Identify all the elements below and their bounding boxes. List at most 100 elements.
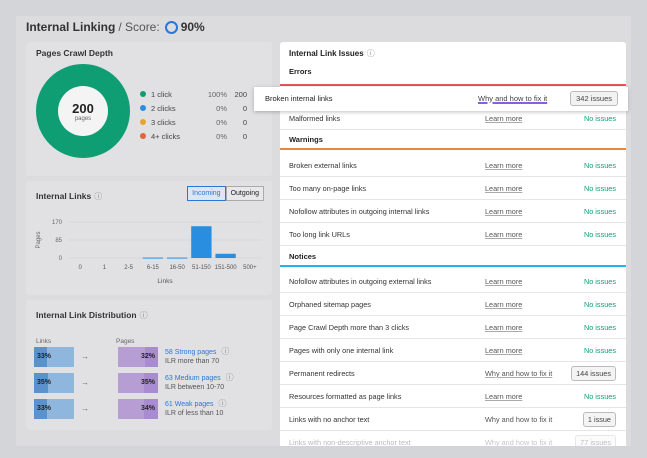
issue-name: Page Crawl Depth more than 3 clicks xyxy=(289,323,410,332)
links-direction-toggle: Incoming Outgoing xyxy=(187,186,264,201)
distribution-title: Internal Link Distribution ⓘ xyxy=(36,310,148,321)
legend-pct: 0% xyxy=(216,131,227,141)
issue-row[interactable]: Broken external links Learn more No issu… xyxy=(280,154,626,177)
internal-links-title: Internal Links ⓘ xyxy=(36,191,102,202)
links-share-fill xyxy=(34,373,48,393)
issue-row[interactable]: Too many on-page links Learn more No iss… xyxy=(280,177,626,200)
links-share-fill xyxy=(34,347,48,367)
issue-count-badge[interactable]: 342 issues xyxy=(570,91,618,106)
issue-row[interactable]: Pages with only one internal link Learn … xyxy=(280,339,626,362)
legend-row[interactable]: 2 clicks 0% 0 xyxy=(140,101,247,115)
info-icon[interactable]: ⓘ xyxy=(366,49,375,58)
distribution-row[interactable]: 35% → 35% 63 Medium pages ⓘ ILR between … xyxy=(34,373,274,393)
legend-count: 0 xyxy=(242,131,247,141)
issue-status: No issues xyxy=(583,392,616,401)
legend-row[interactable]: 4+ clicks 0% 0 xyxy=(140,129,247,143)
arrow-right-icon: → xyxy=(81,378,89,387)
learn-more-link[interactable]: Learn more xyxy=(485,184,523,193)
outgoing-toggle-button[interactable]: Outgoing xyxy=(225,186,264,201)
pages-share-bar: 32% xyxy=(118,347,158,367)
bar xyxy=(166,257,188,259)
ilr-description: ILR between 10-70 xyxy=(165,384,225,391)
issue-count-badge[interactable]: 144 issues xyxy=(571,366,616,381)
issue-row[interactable]: Malformed links Learn more No issues xyxy=(280,107,626,130)
legend-count: 0 xyxy=(242,117,247,127)
issue-name: Nofollow attributes in outgoing internal… xyxy=(289,207,430,216)
y-tick-label: 170 xyxy=(52,220,63,226)
links-share-value: 33% xyxy=(37,405,52,412)
legend-count: 200 xyxy=(234,89,247,99)
issue-row[interactable]: Links with non-descriptive anchor text W… xyxy=(280,431,626,446)
issue-status: No issues xyxy=(583,161,616,170)
fix-it-link[interactable]: Why and how to fix it xyxy=(485,369,553,378)
y-tick-label: 0 xyxy=(59,256,63,262)
learn-more-link[interactable]: Learn more xyxy=(485,114,523,123)
pages-share-fill xyxy=(144,399,158,419)
x-tick-label: 0 xyxy=(78,265,82,271)
incoming-toggle-button[interactable]: Incoming xyxy=(187,186,226,201)
internal-links-chart: 170 85 0 Pages 0 1 2-5 6-15 16-50 51-150 151-500 50… xyxy=(36,220,262,285)
issue-count-badge[interactable]: 77 issues xyxy=(575,435,616,446)
learn-more-link[interactable]: Learn more xyxy=(485,346,523,355)
notices-label: Notices xyxy=(289,252,317,261)
links-share-bar: 33% xyxy=(34,399,74,419)
issue-status: No issues xyxy=(583,277,616,286)
donut-center: 200 pages xyxy=(58,86,108,136)
info-icon[interactable]: ⓘ xyxy=(94,192,103,201)
learn-more-link[interactable]: Learn more xyxy=(485,300,523,309)
internal-links-title-text: Internal Links xyxy=(36,191,92,201)
issue-row[interactable]: Nofollow attributes in outgoing internal… xyxy=(280,200,626,223)
highlighted-issue-row[interactable]: Broken internal links Why and how to fix… xyxy=(254,87,628,111)
issue-row[interactable]: Permanent redirects Why and how to fix i… xyxy=(280,362,626,385)
issue-row[interactable]: Orphaned sitemap pages Learn more No iss… xyxy=(280,293,626,316)
issue-row[interactable]: Resources formatted as page links Learn … xyxy=(280,385,626,408)
legend-dot-icon xyxy=(140,119,146,125)
issue-count-badge[interactable]: 1 issue xyxy=(582,412,616,427)
links-share-bar: 35% xyxy=(34,373,74,393)
links-share-value: 33% xyxy=(37,353,52,360)
arrow-right-icon: → xyxy=(81,352,89,361)
pages-share-bar: 35% xyxy=(118,373,158,393)
issue-row[interactable]: Too long link URLs Learn more No issues xyxy=(280,223,626,246)
learn-more-link[interactable]: Learn more xyxy=(485,230,523,239)
fix-it-link[interactable]: Why and how to fix it xyxy=(478,94,548,103)
issue-row[interactable]: Links with no anchor text Why and how to… xyxy=(280,408,626,431)
issue-row[interactable]: Nofollow attributes in outgoing external… xyxy=(280,270,626,293)
info-icon[interactable]: ⓘ xyxy=(218,399,227,408)
links-share-value: 35% xyxy=(37,379,52,386)
pages-share-value: 32% xyxy=(140,353,155,360)
crawl-depth-title: Pages Crawl Depth xyxy=(36,48,113,58)
info-icon[interactable]: ⓘ xyxy=(139,311,148,320)
score-value: 90% xyxy=(180,20,205,34)
crawl-depth-legend: 1 click 100% 200 2 clicks 0% 0 3 clicks … xyxy=(140,87,247,143)
issue-name: Links with non-descriptive anchor text xyxy=(289,438,411,446)
learn-more-link[interactable]: Learn more xyxy=(485,277,523,286)
page-title: Internal Linking / Score: 90% xyxy=(26,20,205,34)
learn-more-link[interactable]: Learn more xyxy=(485,207,523,216)
x-tick-label: 51-150 xyxy=(192,265,211,271)
legend-row[interactable]: 3 clicks 0% 0 xyxy=(140,115,247,129)
fix-it-link[interactable]: Why and how to fix it xyxy=(485,415,553,424)
legend-row[interactable]: 1 click 100% 200 xyxy=(140,87,247,101)
ilr-description: ILR of less than 10 xyxy=(165,410,224,417)
legend-dot-icon xyxy=(140,91,146,97)
distribution-row[interactable]: 33% → 32% 58 Strong pages ⓘ ILR more tha… xyxy=(34,347,274,367)
info-icon[interactable]: ⓘ xyxy=(221,347,230,356)
issue-name: Malformed links xyxy=(289,114,341,123)
fix-it-link[interactable]: Why and how to fix it xyxy=(485,438,553,446)
bar xyxy=(215,253,236,258)
learn-more-link[interactable]: Learn more xyxy=(485,161,523,170)
medium-pages-link[interactable]: 63 Medium pages xyxy=(165,375,221,382)
issue-row[interactable]: Page Crawl Depth more than 3 clicks Lear… xyxy=(280,316,626,339)
learn-more-link[interactable]: Learn more xyxy=(485,392,523,401)
learn-more-link[interactable]: Learn more xyxy=(485,323,523,332)
pages-share-fill xyxy=(145,347,158,367)
issue-name: Links with no anchor text xyxy=(289,415,370,424)
links-share-bar: 33% xyxy=(34,347,74,367)
errors-divider xyxy=(280,84,626,86)
donut-total-label: pages xyxy=(74,115,92,122)
strong-pages-link[interactable]: 58 Strong pages xyxy=(165,349,217,356)
distribution-row[interactable]: 33% → 34% 61 Weak pages ⓘ ILR of less th… xyxy=(34,399,274,419)
weak-pages-link[interactable]: 61 Weak pages xyxy=(165,401,214,408)
info-icon[interactable]: ⓘ xyxy=(225,373,234,382)
